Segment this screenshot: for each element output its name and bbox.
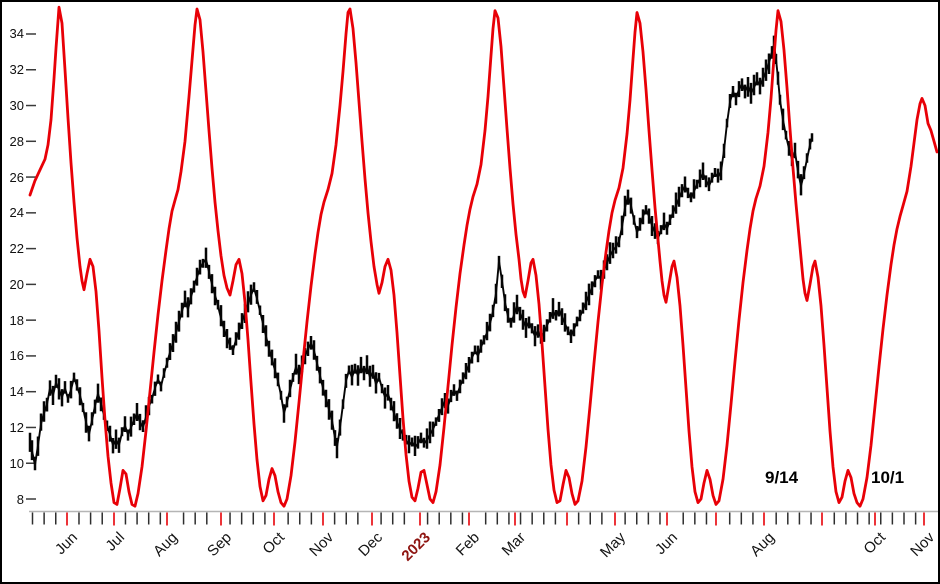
trough-date-annotation-10-1: 10/1 — [871, 468, 905, 487]
y-axis-label-20: 20 — [9, 276, 24, 292]
y-axis-label-12: 12 — [9, 419, 24, 435]
y-axis-label-14: 14 — [9, 384, 24, 400]
y-axis-label-8: 8 — [16, 491, 24, 507]
y-axis-label-34: 34 — [9, 26, 24, 42]
seasonal-cycle-line — [28, 5, 938, 508]
tick-layer — [31, 512, 925, 526]
y-axis-label-26: 26 — [9, 169, 24, 185]
y-axis-label-16: 16 — [9, 348, 24, 364]
trough-date-annotation-9-14: 9/14 — [765, 468, 799, 487]
price-series-black — [28, 35, 814, 471]
seasonal-curve-red — [28, 5, 938, 508]
y-axis-label-24: 24 — [9, 205, 24, 221]
y-axis-label-32: 32 — [9, 62, 24, 78]
price-line — [29, 43, 813, 466]
y-axis-label-28: 28 — [9, 133, 24, 149]
y-axis-label-18: 18 — [9, 312, 24, 328]
y-axis-label-10: 10 — [9, 455, 24, 471]
price-range-bars — [28, 35, 814, 471]
y-axis-label-22: 22 — [9, 241, 24, 257]
y-axis-label-30: 30 — [9, 98, 24, 114]
